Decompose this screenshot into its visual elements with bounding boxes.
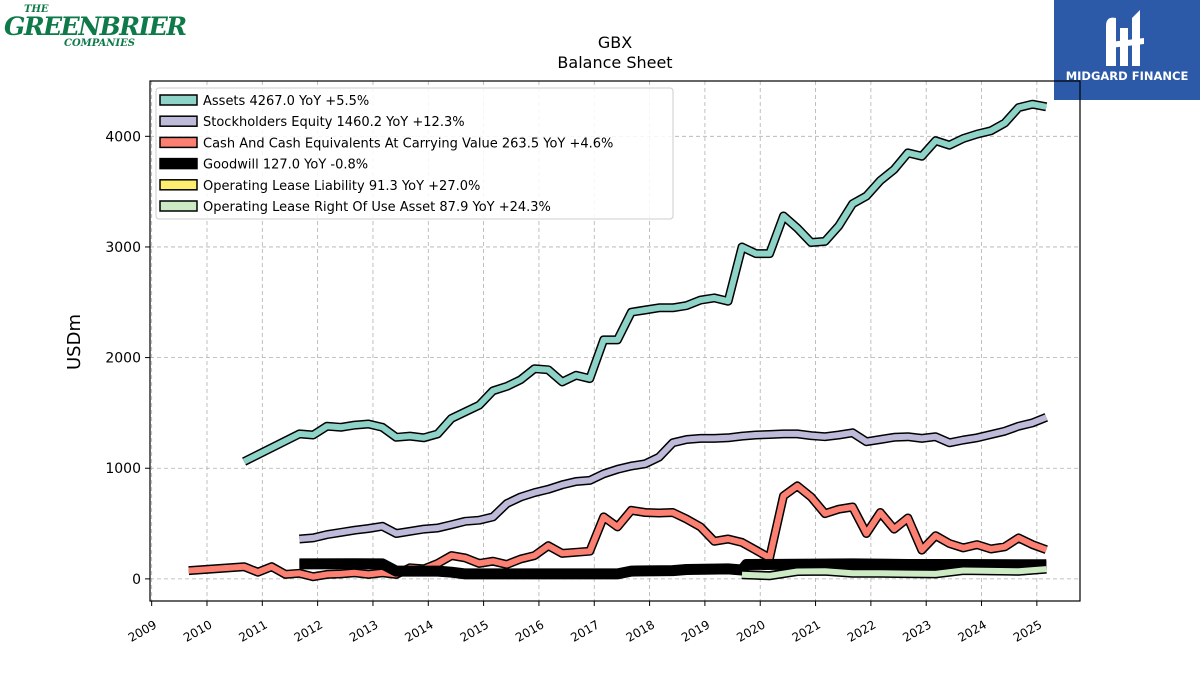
midgard-mark-icon <box>1106 10 1144 66</box>
x-tick-label: 2015 <box>458 617 491 644</box>
logo-companies-text: COMPANIES <box>64 38 135 49</box>
x-tick-label: 2017 <box>568 617 601 644</box>
series-line <box>299 414 1048 542</box>
series-line <box>188 482 1048 580</box>
chart-subtitle: Balance Sheet <box>557 53 672 72</box>
x-tick-label: 2013 <box>347 617 380 644</box>
series-line <box>299 559 1047 578</box>
x-tick-label: 2011 <box>236 617 269 644</box>
legend-swatch <box>159 200 198 212</box>
plot-frame <box>149 80 1081 602</box>
x-tick-label: 2009 <box>126 617 159 644</box>
legend-swatch <box>159 157 198 170</box>
x-tick-label: 2016 <box>513 617 546 644</box>
series-line <box>741 566 1047 579</box>
legend-entry: Goodwill 127.0 YoY -0.8% <box>203 158 368 173</box>
legend-swatch <box>159 94 198 106</box>
y-tick-label: 0 <box>132 572 141 588</box>
legend-entry: Assets 4267.0 YoY +5.5% <box>203 94 369 109</box>
legend-swatch <box>159 115 198 127</box>
y-axis-label: USDm <box>64 314 85 370</box>
greenbrier-logo: THE GREENBRIER COMPANIES <box>4 4 187 54</box>
legend: Assets 4267.0 YoY +5.5% Stockholders Equi… <box>155 87 674 220</box>
x-tick-label: 2025 <box>1011 617 1044 644</box>
legend-entry: Cash And Cash Equivalents At Carrying Va… <box>203 136 613 151</box>
x-tick-label: 2021 <box>790 617 823 644</box>
logo-greenbrier-text: GREENBRIER <box>4 12 187 41</box>
legend-box <box>155 87 674 220</box>
legend-swatch <box>159 136 198 149</box>
x-tick-label: 2010 <box>181 617 214 644</box>
x-tick-label: 2024 <box>956 617 989 644</box>
midgard-finance-logo: MIDGARD FINANCE <box>1054 0 1200 100</box>
midgard-brand-text: MIDGARD FINANCE <box>1065 69 1189 83</box>
legend-swatch <box>159 179 198 191</box>
chart-title: GBX <box>598 33 632 52</box>
x-tick-label: 2012 <box>292 617 325 644</box>
logo-the-text: THE <box>24 4 49 15</box>
legend-entry: Stockholders Equity 1460.2 YoY +12.3% <box>203 115 465 130</box>
x-tick-label: 2014 <box>402 617 435 644</box>
x-tick-label: 2020 <box>734 617 767 644</box>
legend-entry: Operating Lease Right Of Use Asset 87.9 … <box>203 200 551 215</box>
y-tick-label: 4000 <box>105 129 141 145</box>
y-tick-label: 1000 <box>105 461 141 477</box>
y-tick-label: 2000 <box>105 351 141 367</box>
series-lines <box>188 99 1048 582</box>
legend-entry: Operating Lease Liability 91.3 YoY +27.0… <box>203 179 480 194</box>
y-tick-label: 3000 <box>105 240 141 256</box>
x-tick-label: 2019 <box>679 617 712 644</box>
x-tick-label: 2022 <box>845 617 878 644</box>
x-tick-label: 2023 <box>900 617 933 644</box>
x-tick-label: 2018 <box>624 617 657 644</box>
series-line <box>242 101 1047 465</box>
